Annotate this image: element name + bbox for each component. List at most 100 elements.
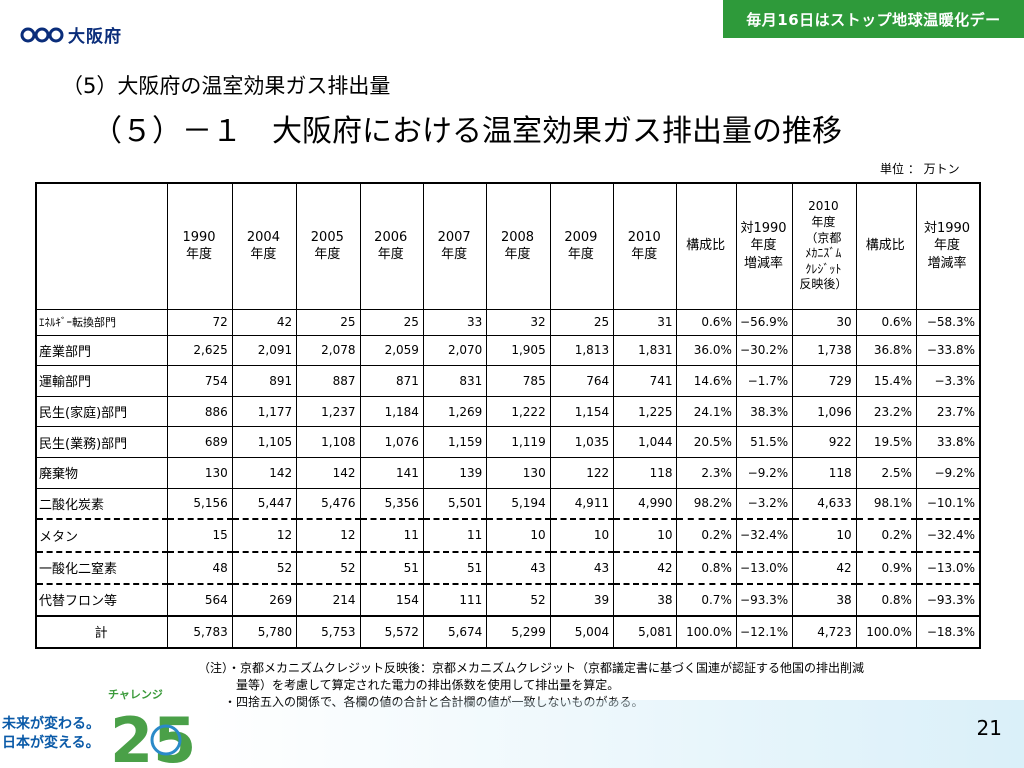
table-cell: 729: [792, 365, 857, 397]
table-cell: 922: [792, 426, 857, 458]
table-cell: 1,119: [486, 426, 551, 458]
header-2010: 2010 年度: [613, 182, 678, 310]
table-cell: 1,044: [613, 426, 678, 458]
table-cell: 52: [486, 582, 551, 617]
table-cell: 5,447: [231, 487, 298, 520]
corner-cell: [35, 182, 169, 309]
table-cell: 42: [231, 308, 298, 336]
table-cell: 564: [167, 582, 233, 617]
table-cell: 5,356: [359, 487, 424, 520]
table-cell: 12: [296, 518, 361, 553]
table-cell: 25: [359, 308, 424, 336]
table-cell: 98.2%: [676, 487, 737, 520]
table-cell: −18.3%: [915, 614, 981, 649]
table-cell: 15: [167, 518, 233, 553]
table-cell: 2.5%: [855, 456, 917, 489]
table-cell: 72: [167, 308, 233, 336]
table-cell: 5,501: [422, 487, 488, 520]
header-2008: 2008 年度: [486, 182, 551, 310]
table-cell: 689: [167, 426, 233, 458]
table-cell: 1,108: [296, 426, 361, 458]
table-cell: 20.5%: [676, 426, 737, 458]
table-cell: 39: [549, 582, 615, 617]
table-cell: −10.1%: [915, 487, 981, 520]
table-cell: 43: [549, 550, 615, 585]
table-row: 代替フロン等 564 269 214 154 111 52 39 38 0.7% −93.3% 38 0…: [35, 582, 981, 617]
header-2009: 2009 年度: [549, 182, 615, 310]
section-title: （5）大阪府の温室効果ガス排出量: [62, 74, 391, 98]
table-cell: 269: [231, 582, 298, 617]
table-cell: 1,177: [231, 395, 298, 428]
table-cell: 130: [167, 456, 233, 489]
table-cell: 0.6%: [676, 308, 737, 336]
table-cell: 19.5%: [855, 426, 917, 458]
table-cell: 98.1%: [855, 487, 917, 520]
table-cell: 100.0%: [676, 614, 737, 649]
table-cell: 2,625: [167, 334, 233, 367]
table-row: 産業部門 2,625 2,091 2,078 2,059 2,070 1,905 1,813 1…: [35, 334, 981, 367]
table-cell: 51: [422, 550, 488, 585]
table-cell: 4,633: [792, 487, 857, 520]
challenge-title: チャレンジ: [108, 688, 163, 701]
table-cell: 764: [549, 365, 615, 397]
table-cell: 4,723: [792, 614, 857, 649]
table-cell: 1,813: [549, 334, 615, 367]
table-cell: 36.8%: [855, 334, 917, 367]
slogan-line-1: 未来が変わる。: [2, 716, 100, 732]
slogan: 未来が変わる。 日本が変える。: [2, 715, 100, 753]
header-1990: 1990 年度: [167, 182, 233, 310]
table-cell: 1,096: [792, 395, 857, 428]
table-cell: 1,237: [296, 395, 361, 428]
table-cell: 1,159: [422, 426, 488, 458]
table-cell: 1,269: [422, 395, 488, 428]
page-title: （５）－１ 大阪府における温室効果ガス排出量の推移: [92, 114, 842, 149]
header-2005: 2005 年度: [296, 182, 361, 310]
header-2010-credit: 2010 年度 （京都 ﾒｶﾆｽﾞﾑ ｸﾚｼﾞｯﾄ 反映後）: [792, 182, 857, 310]
table-cell: −1.7%: [735, 365, 794, 397]
table-cell: 5,476: [296, 487, 361, 520]
table-cell: 25: [549, 308, 615, 336]
table-row: 民生(業務)部門 689 1,105 1,108 1,076 1,159 1,119 1,03…: [35, 426, 981, 458]
table-cell: −13.0%: [915, 550, 981, 585]
table-cell: 831: [422, 365, 488, 397]
table-cell: 891: [231, 365, 298, 397]
table-cell: 0.7%: [676, 582, 737, 617]
row-label: ｴﾈﾙｷﾞｰ転換部門: [35, 308, 169, 336]
table-cell: 5,081: [613, 614, 678, 649]
table-cell: 118: [613, 456, 678, 489]
table-cell: 38: [613, 582, 678, 617]
table-cell: 4,990: [613, 487, 678, 520]
table-cell: −9.2%: [735, 456, 794, 489]
table-cell: 122: [549, 456, 615, 489]
table-row: 民生(家庭)部門 886 1,177 1,237 1,184 1,269 1,222 1,15…: [35, 395, 981, 428]
table-cell: 154: [359, 582, 424, 617]
table-cell: 12: [231, 518, 298, 553]
row-label: 民生(家庭)部門: [35, 395, 169, 428]
table-row: メタン 15 12 12 11 11 10 10 10 0.2% −32.4% 10 0.2% −32.4…: [35, 518, 981, 553]
table-cell: 139: [422, 456, 488, 489]
header-share-2: 構成比: [855, 182, 917, 310]
table-cell: −32.4%: [915, 518, 981, 553]
table-cell: 2,070: [422, 334, 488, 367]
table-cell: 51: [359, 550, 424, 585]
table-cell: 38: [792, 582, 857, 617]
table-cell: 0.6%: [855, 308, 917, 336]
table-cell: −9.2%: [915, 456, 981, 489]
table-cell: 785: [486, 365, 551, 397]
table-cell: 2,059: [359, 334, 424, 367]
table-cell: 32: [486, 308, 551, 336]
table-cell: 33.8%: [915, 426, 981, 458]
table-cell: 23.2%: [855, 395, 917, 428]
table-cell: 36.0%: [676, 334, 737, 367]
footer-gradient: [200, 700, 1024, 768]
table-cell: 0.9%: [855, 550, 917, 585]
table-cell: 1,035: [549, 426, 615, 458]
table-cell: 23.7%: [915, 395, 981, 428]
table-cell: 51.5%: [735, 426, 794, 458]
table-cell: 871: [359, 365, 424, 397]
table-cell: 11: [422, 518, 488, 553]
table-cell: −58.3%: [915, 308, 981, 336]
table-row: 廃棄物 130 142 142 141 139 130 122 118 2.3% −9.2% 118 2…: [35, 456, 981, 489]
table-cell: 15.4%: [855, 365, 917, 397]
table-cell: 1,184: [359, 395, 424, 428]
